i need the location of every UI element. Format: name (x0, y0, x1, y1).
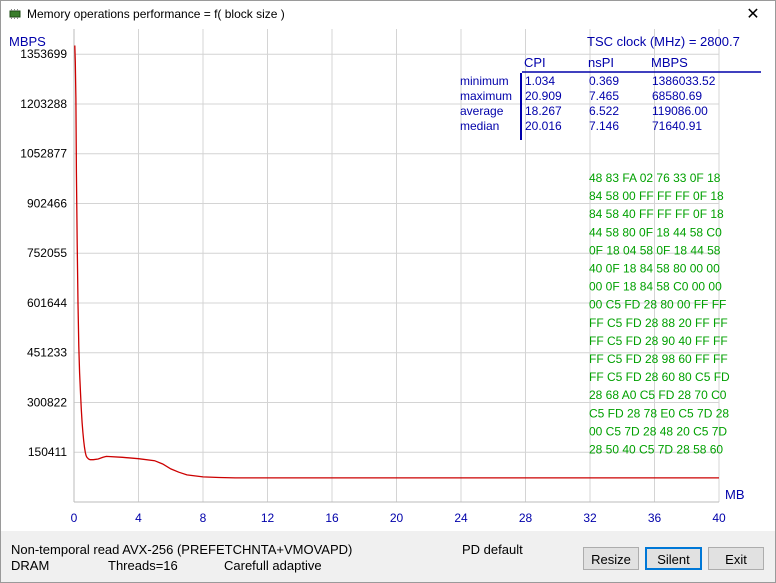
method-label: Non-temporal read AVX-256 (PREFETCHNTA+V… (11, 542, 353, 557)
y-axis-label: MBPS (9, 34, 46, 49)
stats-row-label: median (460, 119, 499, 133)
stats-nspi: 0.369 (589, 74, 619, 88)
x-tick-label: 12 (261, 511, 275, 525)
y-tick-label: 300822 (27, 395, 67, 409)
stats-cpi: 20.016 (525, 119, 562, 133)
threads-label: Threads=16 (108, 558, 178, 573)
resize-button[interactable]: Resize (583, 547, 639, 570)
bandwidth-series-line (74, 45, 719, 479)
hex-dump-line: FF C5 FD 28 60 80 C5 FD (589, 370, 730, 384)
x-tick-label: 20 (390, 511, 404, 525)
y-tick-label: 601644 (27, 296, 67, 310)
stats-header-mbps: MBPS (651, 55, 688, 70)
exit-button[interactable]: Exit (708, 547, 764, 570)
hex-dump-line: 28 50 40 C5 7D 28 58 60 (589, 443, 723, 457)
hex-dump-line: 00 C5 7D 28 48 20 C5 7D (589, 424, 727, 438)
y-tick-label: 150411 (28, 445, 67, 459)
hex-dump-line: 40 0F 18 84 58 80 00 00 (589, 262, 720, 276)
performance-chart: 150411 300822 451233 601644 752055 902466 1052… (9, 29, 761, 525)
stats-table: CPI nsPI MBPS minimum 1.034 0.369 1386033.5… (460, 55, 761, 140)
hex-dump-line: 84 58 00 FF FF FF 0F 18 (589, 189, 724, 203)
title-bar[interactable]: Memory operations performance = f( block… (1, 1, 775, 29)
hex-dump-line: FF C5 FD 28 88 20 FF FF (589, 316, 728, 330)
silent-button[interactable]: Silent (645, 547, 702, 570)
stats-row-label: minimum (460, 74, 509, 88)
pd-label: PD default (462, 542, 523, 557)
x-tick-label: 36 (648, 511, 662, 525)
hex-dump-line: 0F 18 04 58 0F 18 44 58 (589, 243, 721, 257)
y-tick-label: 451233 (27, 346, 67, 360)
hex-dump-line: C5 FD 28 78 E0 C5 7D 28 (589, 406, 729, 420)
chart-area: 150411 300822 451233 601644 752055 902466 1052… (1, 29, 775, 531)
stats-mbps: 119086.00 (652, 104, 708, 118)
x-tick-label: 8 (200, 511, 207, 525)
stats-header-cpi: CPI (524, 55, 546, 70)
hex-dump-line: 28 68 A0 C5 FD 28 70 C0 (589, 388, 727, 402)
hex-dump-line: 48 83 FA 02 76 33 0F 18 (589, 171, 721, 185)
stats-cpi: 18.267 (525, 104, 562, 118)
x-tick-label: 0 (71, 511, 78, 525)
stats-row-label: maximum (460, 89, 512, 103)
stats-nspi: 6.522 (589, 104, 619, 118)
stats-nspi: 7.465 (589, 89, 619, 103)
hex-dump-line: 44 58 80 0F 18 44 58 C0 (589, 225, 722, 239)
memory-chip-icon (9, 9, 21, 19)
close-icon[interactable]: ✕ (746, 6, 760, 23)
x-tick-label: 32 (583, 511, 597, 525)
stats-nspi: 7.146 (589, 119, 619, 133)
y-tick-label: 1203288 (20, 97, 67, 111)
stats-cpi: 20.909 (525, 89, 562, 103)
x-tick-label: 40 (712, 511, 726, 525)
hex-dump-line: 84 58 40 FF FF FF 0F 18 (589, 207, 724, 221)
stats-mbps: 68580.69 (652, 89, 702, 103)
hex-dump-line: FF C5 FD 28 98 60 FF FF (589, 352, 728, 366)
y-tick-label: 902466 (27, 196, 67, 210)
y-tick-label: 1052877 (20, 147, 67, 161)
memory-type-label: DRAM (11, 558, 50, 573)
x-tick-label: 4 (135, 511, 142, 525)
x-tick-label: 16 (325, 511, 339, 525)
stats-cpi: 1.034 (525, 74, 555, 88)
stats-header-nspi: nsPI (588, 55, 614, 70)
hex-dump-line: FF C5 FD 28 90 40 FF FF (589, 334, 728, 348)
hex-dump-line: 00 C5 FD 28 80 00 FF FF (589, 298, 726, 312)
stats-mbps: 71640.91 (652, 119, 702, 133)
hex-dump-line: 00 0F 18 84 58 C0 00 00 (589, 280, 722, 294)
x-tick-label: 24 (454, 511, 468, 525)
tsc-clock: TSC clock (MHz) = 2800.7 (587, 34, 740, 49)
stats-row-label: average (460, 104, 504, 118)
window-title: Memory operations performance = f( block… (27, 7, 285, 21)
x-axis-label: MB (725, 487, 745, 502)
stats-mbps: 1386033.52 (652, 74, 716, 88)
adaptive-mode-label: Carefull adaptive (224, 558, 322, 573)
x-tick-label: 28 (519, 511, 533, 525)
y-tick-label: 752055 (27, 246, 67, 260)
y-tick-label: 1353699 (20, 47, 67, 61)
